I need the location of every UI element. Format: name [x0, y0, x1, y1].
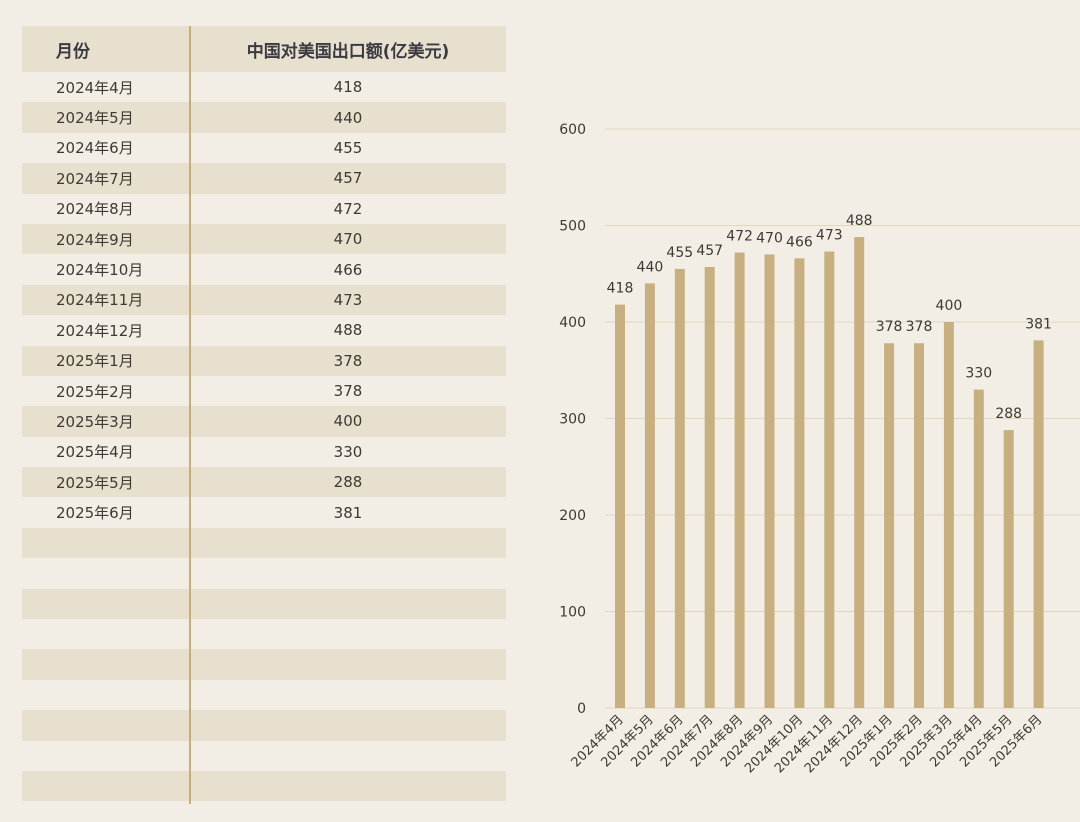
table-row: 2024年11月 473 — [22, 284, 506, 316]
cell-month: 2025年3月 — [56, 412, 134, 431]
cell-month: 2024年5月 — [56, 109, 134, 128]
y-tick-label: 200 — [559, 508, 586, 524]
empty-row — [22, 710, 506, 741]
bar — [734, 252, 745, 708]
y-tick-label: 0 — [577, 701, 586, 717]
bar — [704, 266, 715, 708]
y-tick-label: 500 — [559, 219, 586, 235]
header-export: 中国对美国出口额(亿美元) — [246, 41, 450, 62]
bar — [943, 322, 954, 708]
cell-value: 440 — [333, 108, 363, 127]
bar — [824, 251, 835, 708]
data-label: 473 — [816, 228, 843, 244]
bar — [1003, 430, 1014, 708]
cell-month: 2024年10月 — [56, 261, 144, 280]
cell-value: 418 — [333, 78, 363, 97]
header-month: 月份 — [56, 41, 90, 62]
data-label: 381 — [1025, 316, 1052, 332]
cell-month: 2025年2月 — [56, 382, 134, 401]
cell-value: 488 — [333, 321, 363, 340]
bar — [973, 389, 984, 708]
cell-month: 2024年9月 — [56, 230, 134, 249]
cell-value: 378 — [333, 351, 363, 370]
data-label: 455 — [666, 245, 693, 261]
empty-row — [22, 649, 506, 680]
data-label: 288 — [995, 406, 1022, 422]
data-label: 418 — [607, 281, 634, 297]
y-tick-label: 300 — [559, 412, 586, 428]
cell-value: 470 — [333, 230, 363, 249]
data-label: 466 — [786, 234, 813, 250]
data-label: 470 — [756, 230, 783, 246]
table-row: 2024年12月 488 — [22, 315, 506, 345]
data-label: 472 — [726, 229, 753, 245]
table-row: 2024年6月 455 — [22, 133, 506, 163]
table-row: 2024年10月 466 — [22, 254, 506, 284]
table-row: 2024年8月 472 — [22, 194, 506, 224]
data-label: 400 — [936, 298, 963, 314]
table-row: 2024年7月 457 — [22, 163, 506, 194]
empty-row — [22, 527, 506, 559]
cell-month: 2024年4月 — [56, 78, 134, 97]
data-label: 457 — [696, 243, 723, 259]
bar — [854, 237, 865, 708]
cell-value: 466 — [333, 260, 363, 279]
table-row: 2025年6月 381 — [22, 497, 506, 527]
cell-value: 400 — [333, 412, 363, 431]
cell-value: 473 — [333, 290, 363, 309]
bar — [884, 343, 895, 708]
table-row: 2025年4月 330 — [22, 437, 506, 467]
empty-row — [22, 770, 506, 802]
y-tick-label: 600 — [559, 122, 586, 138]
data-table: 月份 中国对美国出口额(亿美元) 2024年4月 418 2024年5月 440 202… — [22, 26, 506, 802]
y-tick-label: 100 — [559, 605, 586, 621]
data-label: 330 — [965, 366, 992, 382]
bar — [674, 268, 685, 708]
cell-value: 378 — [333, 382, 363, 401]
bar — [794, 258, 805, 708]
table-row: 2024年4月 418 — [22, 72, 506, 102]
column-divider — [189, 26, 191, 804]
data-label: 378 — [906, 319, 933, 335]
data-label: 378 — [876, 319, 903, 335]
y-tick-label: 400 — [559, 315, 586, 331]
empty-row — [22, 588, 506, 620]
cell-value: 381 — [333, 503, 363, 522]
cell-month: 2025年6月 — [56, 504, 134, 523]
cell-value: 457 — [333, 169, 363, 188]
table-row: 2025年2月 378 — [22, 376, 506, 406]
cell-month: 2024年8月 — [56, 200, 134, 219]
table-header: 月份 中国对美国出口额(亿美元) — [22, 26, 506, 72]
cell-month: 2024年6月 — [56, 139, 134, 158]
table-row: 2024年5月 440 — [22, 102, 506, 133]
cell-value: 472 — [333, 199, 363, 218]
table-row: 2024年9月 470 — [22, 223, 506, 255]
bar — [1033, 340, 1044, 708]
bar — [615, 304, 625, 708]
bar — [644, 283, 655, 708]
table-row: 2025年5月 288 — [22, 467, 506, 498]
data-label: 488 — [846, 213, 873, 229]
table-row: 2025年3月 400 — [22, 406, 506, 437]
cell-value: 455 — [333, 138, 363, 157]
cell-month: 2024年11月 — [56, 291, 144, 310]
cell-value: 288 — [333, 473, 363, 492]
cell-month: 2024年12月 — [56, 321, 144, 340]
table-body: 2024年4月 418 2024年5月 440 2024年6月 455 2024年7月 457… — [22, 72, 506, 802]
cell-month: 2025年4月 — [56, 443, 134, 462]
bar — [914, 343, 924, 708]
cell-month: 2025年5月 — [56, 473, 134, 492]
cell-value: 330 — [333, 442, 363, 461]
bar — [764, 254, 775, 708]
data-label: 440 — [637, 259, 664, 275]
table-row: 2025年1月 378 — [22, 345, 506, 376]
cell-month: 2024年7月 — [56, 169, 134, 188]
cell-month: 2025年1月 — [56, 352, 134, 371]
